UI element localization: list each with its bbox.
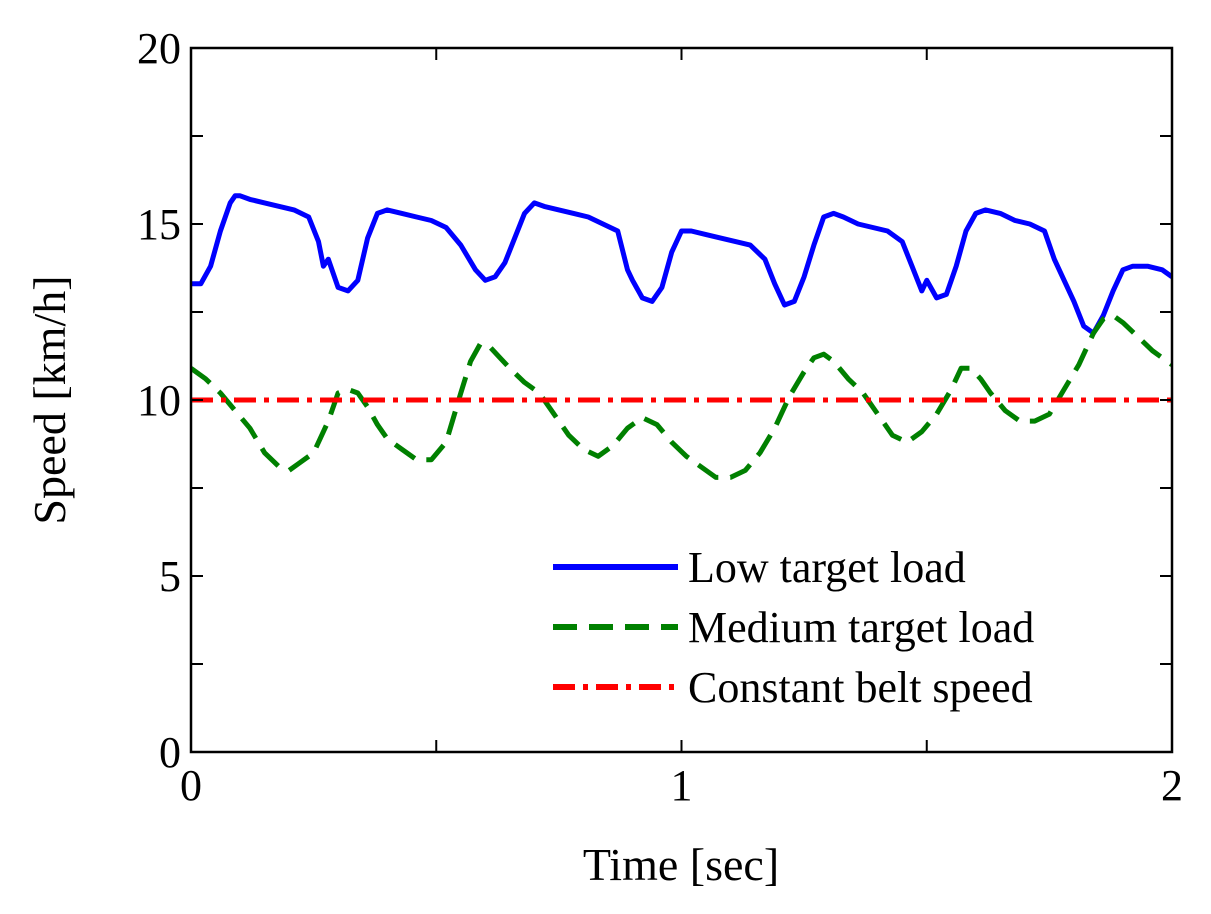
y-tick-label: 20 bbox=[137, 24, 181, 73]
series-line-medium-target-load bbox=[191, 313, 1172, 480]
y-tick-label: 5 bbox=[159, 552, 181, 601]
y-tick-label: 10 bbox=[137, 376, 181, 425]
x-tick-label: 2 bbox=[1161, 761, 1183, 810]
y-axis-label: Speed [km/h] bbox=[24, 275, 75, 524]
legend-label-medium-target-load: Medium target load bbox=[688, 603, 1034, 652]
series-line-low-target-load bbox=[191, 193, 1172, 336]
plot-frame bbox=[189, 46, 1174, 754]
x-tick-label: 1 bbox=[671, 761, 693, 810]
series-layer bbox=[191, 193, 1172, 480]
legend-label-constant-belt-speed: Constant belt speed bbox=[688, 663, 1033, 712]
legend: Low target load Medium target load Const… bbox=[553, 543, 1034, 712]
x-tick-label: 0 bbox=[180, 761, 202, 810]
legend-label-low-target-load: Low target load bbox=[688, 543, 966, 592]
y-tick-label: 15 bbox=[137, 200, 181, 249]
x-axis-label: Time [sec] bbox=[583, 839, 779, 890]
y-tick-label: 0 bbox=[159, 728, 181, 777]
